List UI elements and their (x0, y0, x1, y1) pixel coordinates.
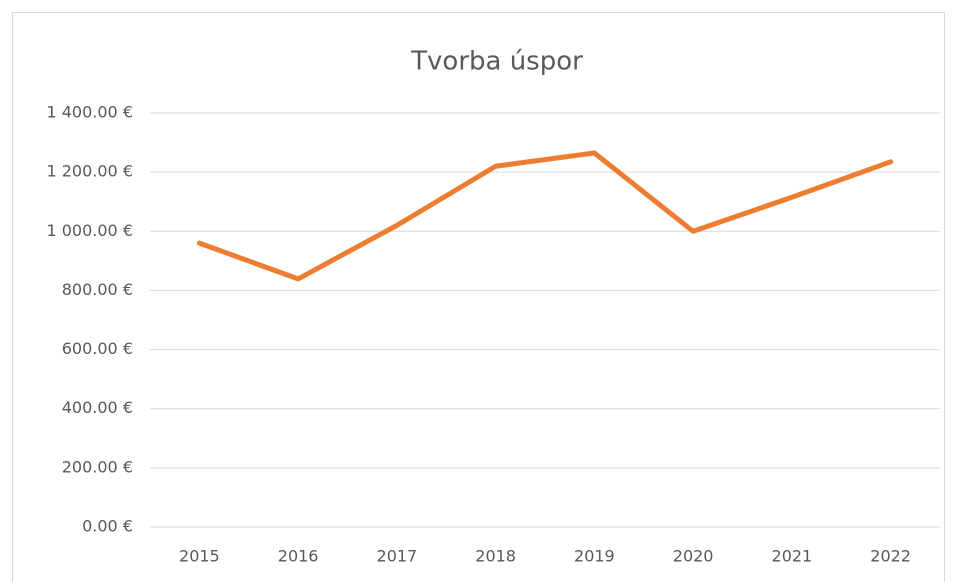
x-tick-label: 2020 (673, 547, 714, 566)
y-tick-label: 0.00 € (82, 517, 133, 536)
y-tick-label: 400.00 € (62, 398, 133, 417)
y-tick-label: 200.00 € (62, 457, 133, 476)
x-tick-label: 2015 (179, 547, 220, 566)
y-tick-label: 1 400.00 € (46, 103, 133, 122)
y-tick-label: 800.00 € (62, 280, 133, 299)
x-tick-label: 2019 (574, 547, 615, 566)
x-tick-label: 2016 (278, 547, 319, 566)
line-series (196, 150, 894, 282)
y-tick-label: 600.00 € (62, 339, 133, 358)
x-tick-label: 2022 (870, 547, 911, 566)
chart-title: Tvorba úspor (410, 47, 583, 77)
x-tick-label: 2018 (475, 547, 516, 566)
y-tick-label: 1 200.00 € (46, 162, 133, 181)
x-tick-label: 2021 (772, 547, 813, 566)
x-tick-label: 2017 (377, 547, 418, 566)
y-tick-label: 1 000.00 € (46, 221, 133, 240)
chart-frame (12, 12, 945, 582)
